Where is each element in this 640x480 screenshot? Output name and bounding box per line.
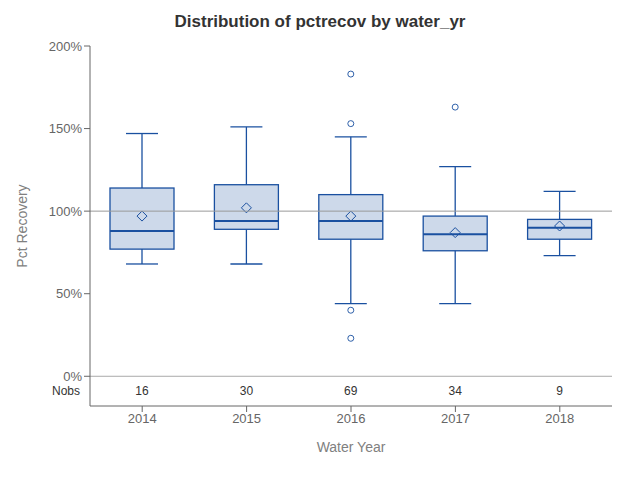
svg-text:2018: 2018	[545, 411, 574, 426]
svg-text:50%: 50%	[56, 286, 82, 301]
svg-text:200%: 200%	[49, 39, 83, 54]
svg-text:30: 30	[240, 384, 254, 398]
svg-text:34: 34	[449, 384, 463, 398]
svg-text:Pct Recovery: Pct Recovery	[14, 184, 30, 267]
svg-text:Water Year: Water Year	[317, 439, 386, 455]
svg-text:16: 16	[135, 384, 149, 398]
svg-text:150%: 150%	[49, 121, 83, 136]
svg-text:0%: 0%	[63, 369, 82, 384]
html-text:Distribution of pctrecov by wa: Distribution of pctrecov by water_yr	[174, 12, 466, 31]
svg-text:2016: 2016	[337, 411, 366, 426]
svg-text:69: 69	[344, 384, 358, 398]
svg-text:Nobs: Nobs	[52, 384, 80, 398]
svg-text:9: 9	[556, 384, 563, 398]
svg-text:2017: 2017	[441, 411, 470, 426]
svg-text:2014: 2014	[128, 411, 157, 426]
svg-text:100%: 100%	[49, 204, 83, 219]
svg-text:2015: 2015	[232, 411, 261, 426]
